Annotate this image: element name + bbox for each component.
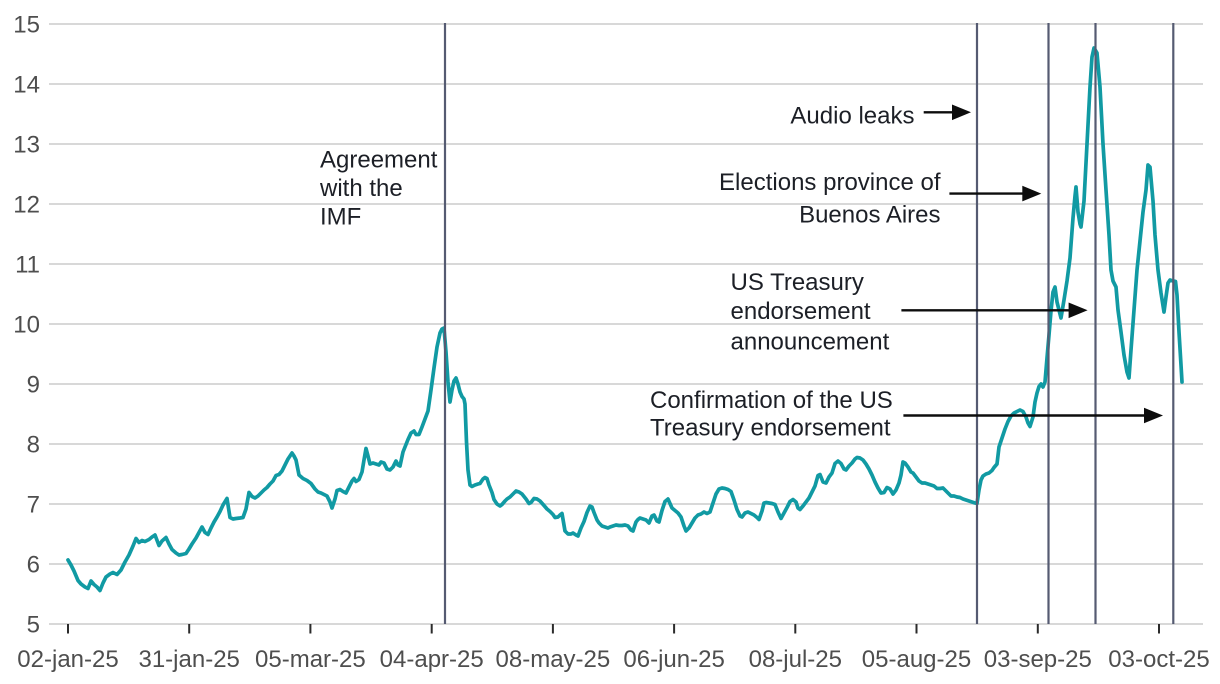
svg-text:10: 10 — [13, 311, 40, 338]
svg-text:7: 7 — [27, 491, 40, 518]
svg-text:9: 9 — [27, 371, 40, 398]
svg-text:03-oct-25: 03-oct-25 — [1108, 646, 1209, 673]
svg-text:06-jun-25: 06-jun-25 — [623, 646, 724, 673]
svg-text:04-apr-25: 04-apr-25 — [380, 646, 484, 673]
svg-text:02-jan-25: 02-jan-25 — [17, 646, 118, 673]
svg-text:Audio leaks: Audio leaks — [790, 102, 914, 129]
svg-text:IMF: IMF — [320, 204, 361, 231]
svg-text:Agreement: Agreement — [320, 147, 438, 174]
svg-text:6: 6 — [27, 551, 40, 578]
svg-text:8: 8 — [27, 431, 40, 458]
svg-text:US Treasury: US Treasury — [731, 269, 864, 296]
svg-text:05-mar-25: 05-mar-25 — [255, 646, 366, 673]
svg-text:05-aug-25: 05-aug-25 — [862, 646, 971, 673]
svg-text:Treasury endorsement: Treasury endorsement — [650, 415, 891, 442]
svg-text:Elections province of: Elections province of — [719, 169, 941, 196]
svg-text:14: 14 — [13, 71, 40, 98]
svg-text:12: 12 — [13, 191, 40, 218]
svg-text:08-jul-25: 08-jul-25 — [749, 646, 842, 673]
svg-text:Buenos Aires: Buenos Aires — [799, 201, 940, 228]
svg-text:03-sep-25: 03-sep-25 — [984, 646, 1092, 673]
svg-text:08-may-25: 08-may-25 — [496, 646, 611, 673]
svg-text:endorsement: endorsement — [731, 298, 871, 325]
svg-text:Confirmation of the US: Confirmation of the US — [650, 387, 893, 414]
svg-text:with the: with the — [319, 175, 403, 202]
svg-text:13: 13 — [13, 131, 40, 158]
svg-text:15: 15 — [13, 11, 40, 38]
svg-text:31-jan-25: 31-jan-25 — [138, 646, 239, 673]
svg-text:announcement: announcement — [731, 329, 890, 356]
svg-text:11: 11 — [15, 251, 40, 278]
svg-text:5: 5 — [27, 611, 40, 638]
